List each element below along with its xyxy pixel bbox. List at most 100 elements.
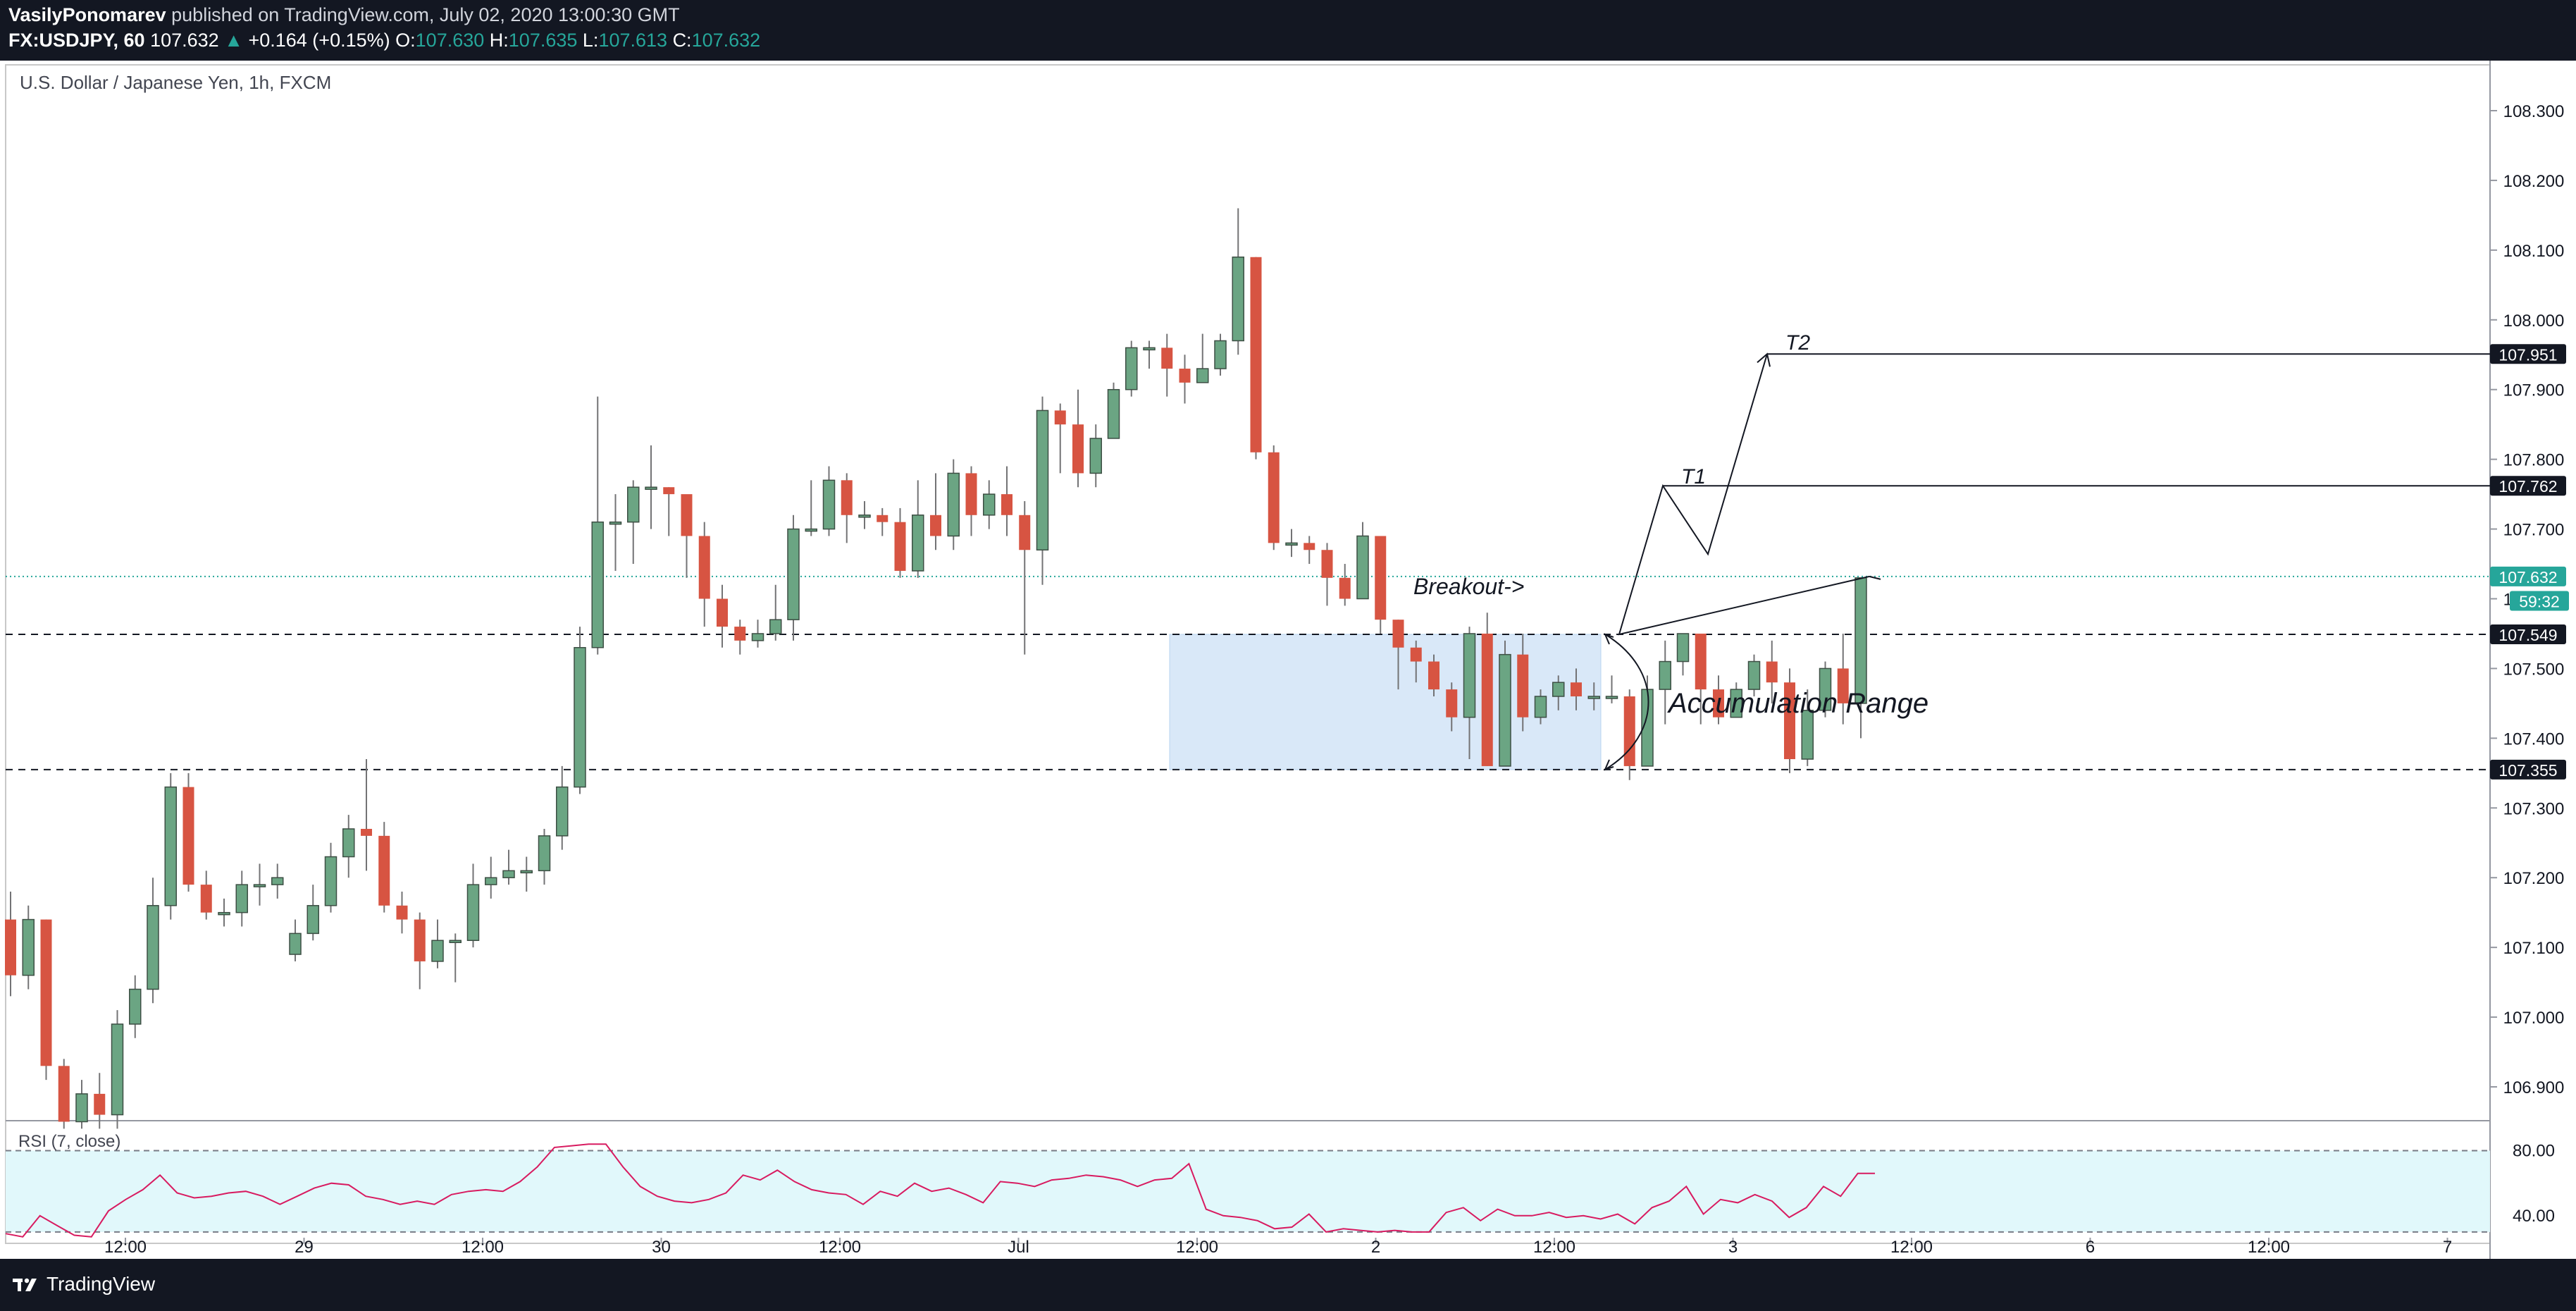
tradingview-logo-icon[interactable]: [11, 1273, 39, 1295]
candle[interactable]: [396, 892, 408, 934]
author-name[interactable]: VasilyPonomarev: [8, 4, 166, 25]
candle[interactable]: [1054, 403, 1066, 474]
candle[interactable]: [591, 396, 604, 655]
candle[interactable]: [805, 480, 817, 536]
candle[interactable]: [1036, 396, 1049, 585]
candle[interactable]: [1214, 333, 1227, 376]
candle[interactable]: [627, 480, 640, 565]
chart-area[interactable]: U.S. Dollar / Japanese Yen, 1h, FXCM 108…: [0, 61, 2576, 1259]
candle[interactable]: [5, 892, 16, 997]
candle[interactable]: [271, 863, 284, 899]
candle[interactable]: [40, 919, 52, 1081]
candle[interactable]: [609, 494, 622, 571]
candle[interactable]: [930, 473, 941, 550]
candle[interactable]: [1446, 682, 1458, 732]
candle[interactable]: [769, 584, 782, 641]
candle[interactable]: [1766, 640, 1778, 703]
candle[interactable]: [734, 620, 746, 655]
candle[interactable]: [111, 1010, 124, 1129]
candle[interactable]: [1161, 333, 1173, 397]
candle[interactable]: [1571, 668, 1582, 710]
candle[interactable]: [983, 480, 996, 529]
breakout-label[interactable]: Breakout->: [1413, 574, 1524, 599]
candle[interactable]: [574, 627, 586, 794]
candle[interactable]: [1837, 633, 1849, 725]
candle[interactable]: [485, 856, 497, 899]
accumulation-range-box[interactable]: [1169, 634, 1602, 770]
symbol-label[interactable]: FX:USDJPY, 60: [8, 30, 145, 51]
candle[interactable]: [912, 480, 924, 578]
candle[interactable]: [556, 765, 569, 850]
candle[interactable]: [858, 501, 871, 529]
candle[interactable]: [1001, 466, 1013, 536]
candle[interactable]: [449, 933, 462, 983]
candle[interactable]: [1854, 577, 1867, 739]
candle[interactable]: [520, 856, 533, 892]
candle[interactable]: [1481, 613, 1493, 766]
candle[interactable]: [751, 620, 764, 648]
candle[interactable]: [342, 815, 355, 878]
candle[interactable]: [1676, 633, 1690, 676]
price-chart[interactable]: U.S. Dollar / Japanese Yen, 1h, FXCM 108…: [0, 61, 2576, 1259]
candle[interactable]: [1125, 340, 1138, 397]
candle[interactable]: [1410, 640, 1422, 683]
candle[interactable]: [253, 863, 266, 906]
candle[interactable]: [1285, 529, 1298, 558]
candle[interactable]: [1747, 654, 1761, 696]
candle[interactable]: [164, 773, 177, 920]
candle[interactable]: [129, 975, 142, 1038]
candle[interactable]: [698, 522, 710, 627]
candle[interactable]: [1356, 522, 1369, 600]
t1-label[interactable]: T1: [1681, 465, 1706, 488]
candle[interactable]: [841, 473, 853, 543]
candle[interactable]: [1517, 633, 1529, 732]
t2-label[interactable]: T2: [1785, 331, 1810, 355]
candle[interactable]: [663, 487, 675, 536]
candle[interactable]: [235, 870, 248, 927]
candle[interactable]: [1392, 620, 1404, 690]
candle[interactable]: [1713, 675, 1724, 725]
candle[interactable]: [75, 1080, 88, 1129]
candle[interactable]: [787, 515, 800, 641]
candle[interactable]: [466, 863, 480, 948]
candle[interactable]: [1499, 640, 1511, 767]
candle[interactable]: [1072, 389, 1084, 488]
candle[interactable]: [717, 584, 728, 648]
candle[interactable]: [947, 459, 960, 550]
candle[interactable]: [22, 905, 35, 990]
candle[interactable]: [414, 912, 426, 990]
candle[interactable]: [1339, 564, 1351, 606]
candle[interactable]: [1730, 682, 1742, 718]
candle[interactable]: [58, 1059, 70, 1129]
candle[interactable]: [1587, 682, 1600, 710]
candle[interactable]: [1819, 661, 1832, 718]
candle[interactable]: [1801, 689, 1814, 766]
candle[interactable]: [1250, 257, 1262, 460]
candle[interactable]: [1428, 654, 1439, 696]
projection-path[interactable]: [1618, 353, 1870, 636]
candle[interactable]: [1605, 675, 1618, 703]
candle[interactable]: [1196, 333, 1209, 383]
candle[interactable]: [431, 919, 444, 968]
candle[interactable]: [502, 849, 515, 885]
candle[interactable]: [1268, 445, 1280, 550]
candle[interactable]: [1232, 208, 1244, 355]
candle[interactable]: [1019, 501, 1031, 655]
candle[interactable]: [1107, 382, 1120, 439]
candle[interactable]: [1695, 633, 1707, 725]
candle[interactable]: [965, 466, 977, 536]
candle[interactable]: [877, 507, 888, 536]
candle[interactable]: [1534, 689, 1547, 725]
accumulation-range-label[interactable]: Accumulation Range: [1667, 688, 1928, 719]
candle[interactable]: [378, 822, 390, 913]
candle[interactable]: [822, 466, 836, 536]
candle[interactable]: [1659, 640, 1671, 725]
candle[interactable]: [306, 885, 319, 941]
candle[interactable]: [1463, 627, 1476, 760]
candle[interactable]: [1143, 340, 1156, 369]
candle[interactable]: [147, 878, 159, 1004]
candle[interactable]: [1089, 424, 1102, 488]
candle[interactable]: [681, 494, 693, 578]
candle[interactable]: [1321, 543, 1333, 606]
candle[interactable]: [94, 1073, 106, 1129]
